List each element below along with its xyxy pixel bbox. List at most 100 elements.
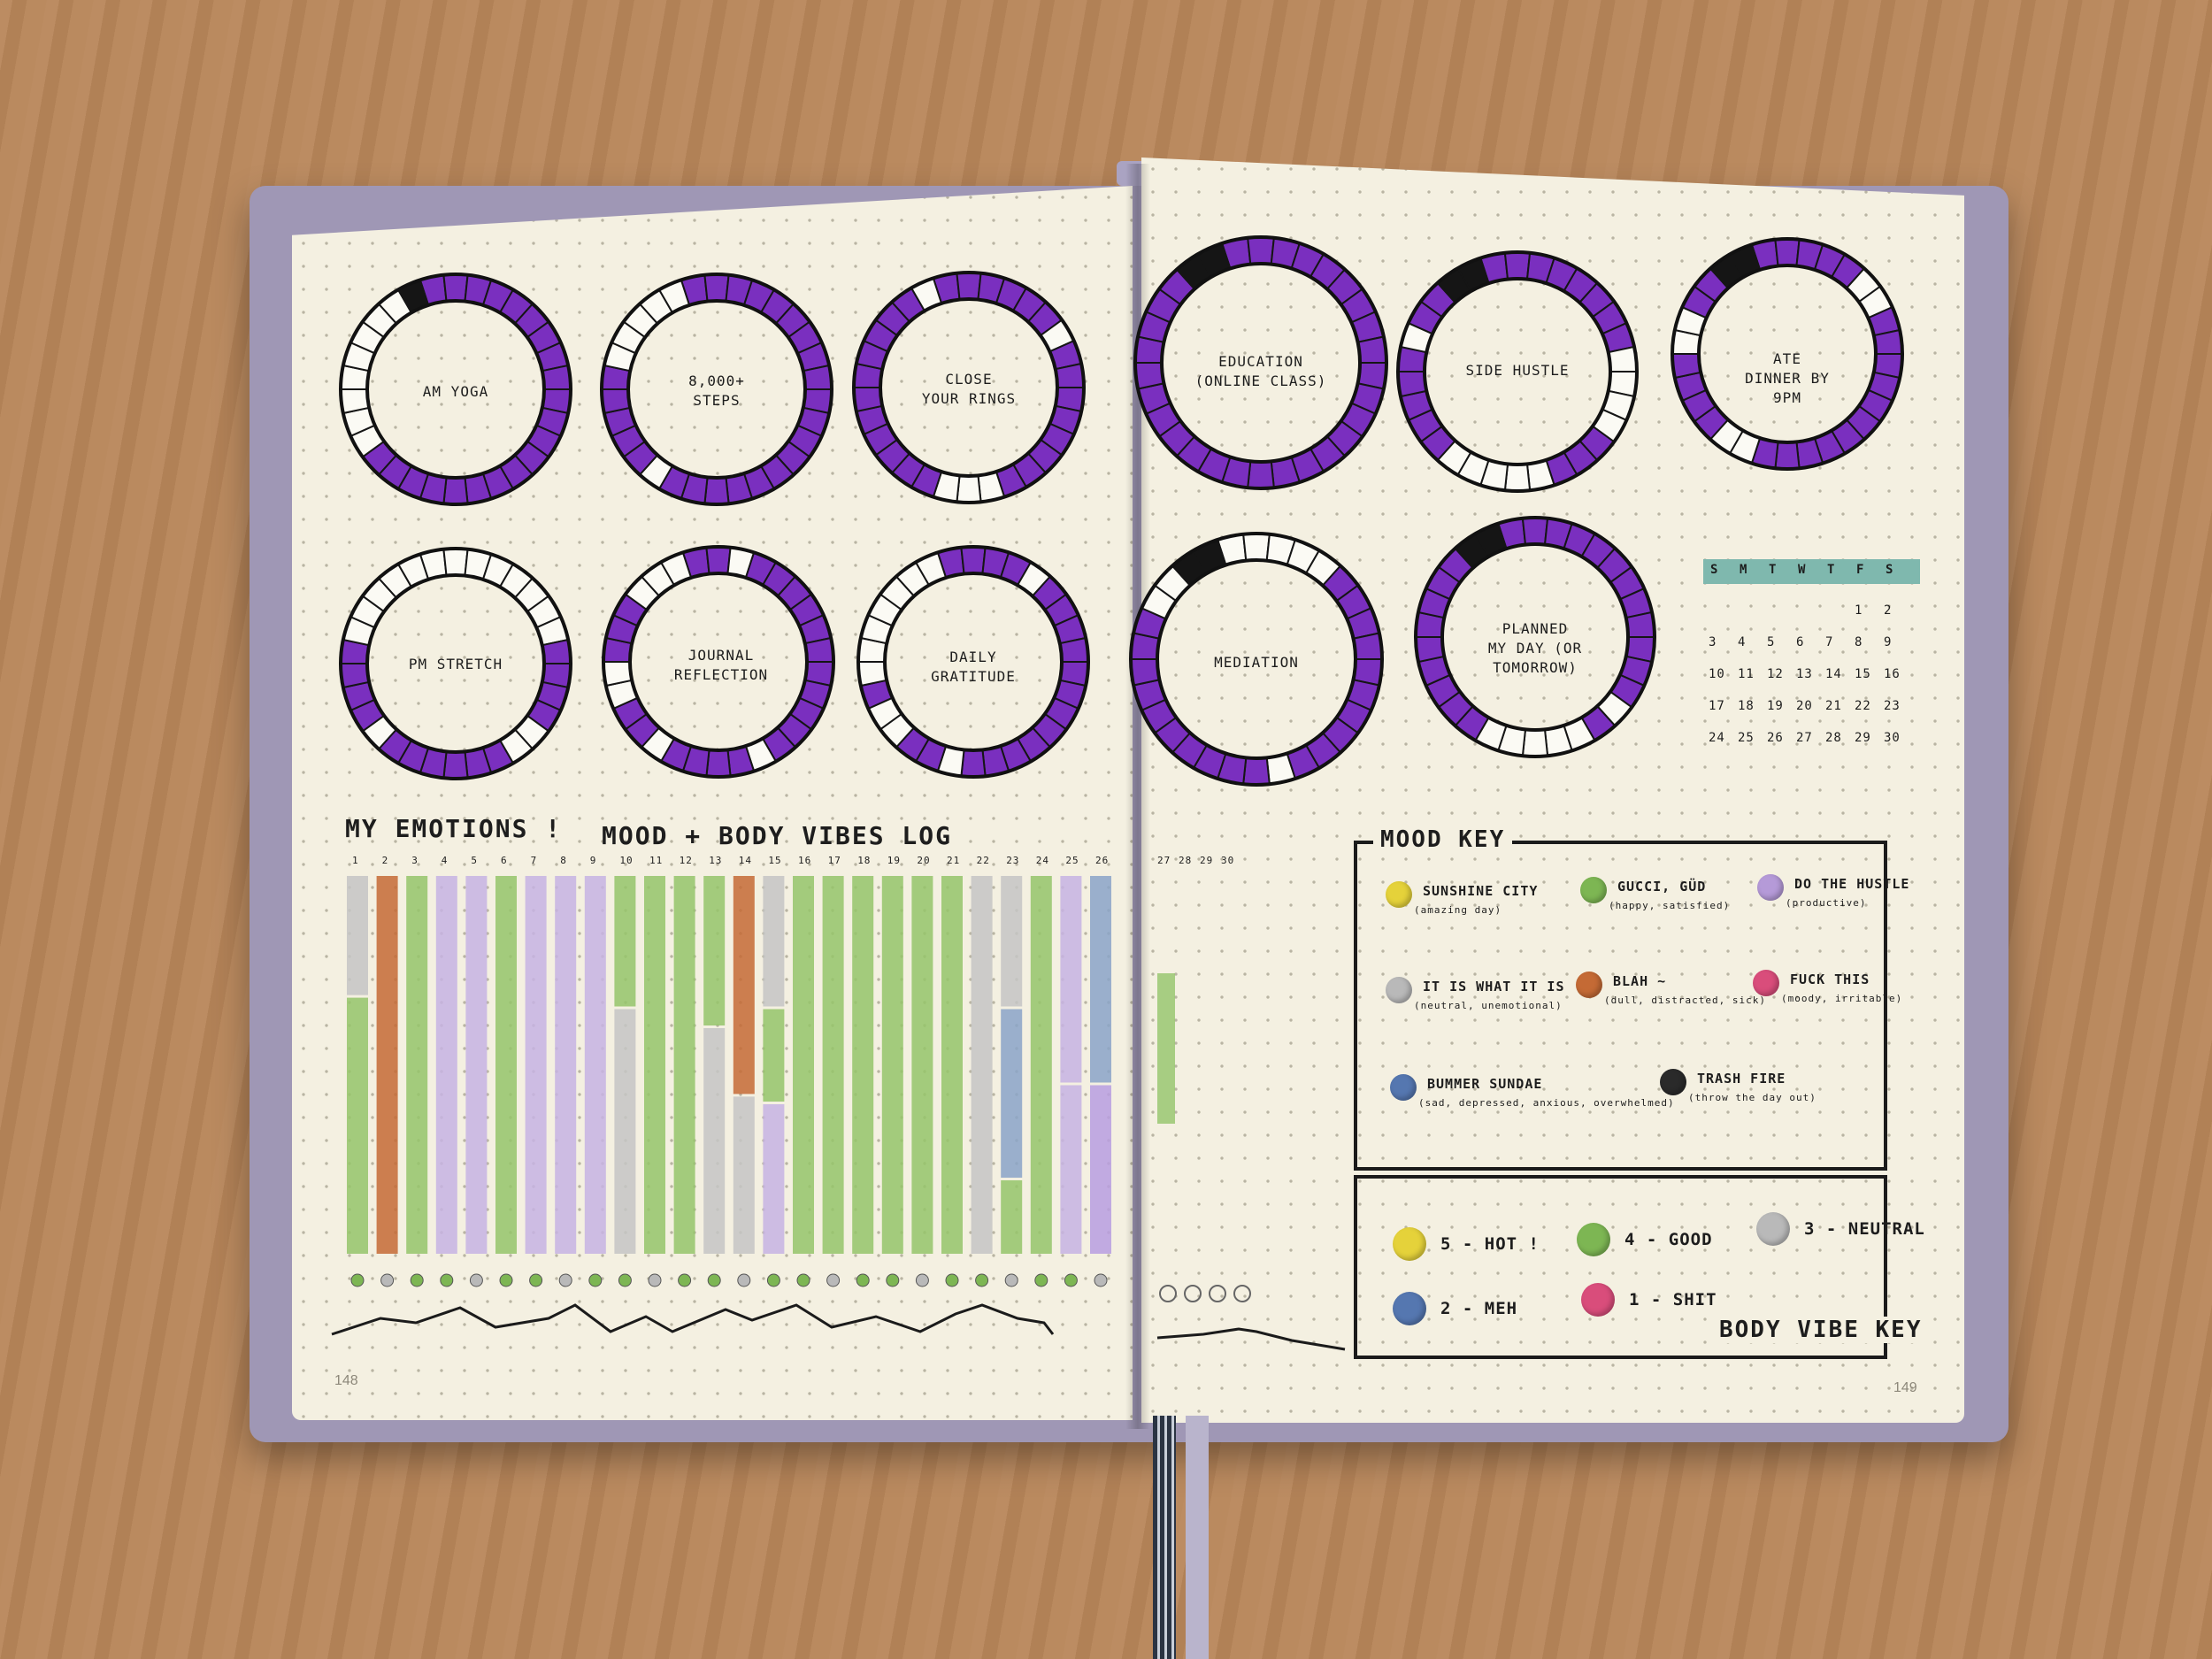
mood-description: (moody, irritable) [1781,993,1903,1004]
mood-bar-segment [614,876,636,1007]
log-day-number: 23 [1006,855,1020,866]
log-day-number: 16 [798,855,812,866]
ring-outline [600,273,833,506]
log-day-number: 1 [352,855,359,866]
body-vibe-label: 4 - GOOD [1624,1230,1713,1249]
mood-bar-segment [376,876,398,1254]
mood-color-dot [1753,970,1779,996]
body-vibe-dot [766,1273,780,1287]
body-vibe-dot [945,1273,959,1287]
body-vibe-dot [1094,1273,1108,1287]
calendar-day: 13 [1796,667,1813,681]
habit-ring [339,547,572,780]
ring-label-close-rings: CLOSE YOUR RINGS [921,371,1017,407]
ring-inner-outline [1160,262,1362,464]
mini-calendar: S M T W T F S 1 2 3 4 5 6 7 8 9 10 11 12 13 14 15 16 17 18 19 20 21… [1703,559,1920,754]
mood-bar-segment [644,876,665,1254]
calendar-weekday: T [1827,563,1836,577]
ring-outline [1129,532,1384,787]
body-vibe-dot [410,1273,424,1287]
calendar-day: 5 [1767,635,1776,649]
mood-label: SUNSHINE CITY [1423,883,1539,899]
mood-bar-segment [525,876,547,1254]
calendar-day: 22 [1855,699,1871,713]
ring-inner-outline [883,572,1064,752]
habit-ring [852,271,1086,504]
log-day-number: 2 [381,855,389,866]
body-vibe-color-dot [1581,1283,1615,1317]
mood-bar-segment [703,876,726,1025]
mood-color-dot [1386,977,1412,1003]
log-day-number: 6 [501,855,508,866]
mood-bar-segment [555,876,577,1254]
ring-outline [339,273,572,506]
mood-bar-segment [673,876,695,1254]
log-day-number: 30 [1221,855,1235,866]
mood-bar-segment [763,876,785,1007]
mood-label: BLAH ~ [1613,973,1667,989]
ring-label-gratitude: DAILY GRATITUDE [931,649,1016,685]
log-day-number: 10 [619,855,634,866]
ring-inner-outline [1423,277,1612,466]
mood-bar-segment [733,876,755,1094]
mood-bar-segment [793,876,814,1254]
ring-inner-outline [1156,558,1357,760]
mood-description: (happy, satisfied) [1609,900,1731,911]
calendar-day: 24 [1709,731,1725,745]
calendar-day: 9 [1884,635,1893,649]
mood-color-dot [1757,874,1784,901]
mood-label: DO THE HUSTLE [1794,876,1910,892]
mood-key-title: MOOD KEY [1373,826,1513,853]
calendar-day: 4 [1738,635,1747,649]
log-day-number: 25 [1065,855,1079,866]
ring-label-education: EDUCATION (ONLINE CLASS) [1194,353,1327,389]
body-vibe-dot [975,1273,989,1287]
calendar-weekday: S [1886,563,1894,577]
ring-outline [1414,516,1656,758]
habit-ring [1396,250,1639,493]
mood-bar-segment [1090,1085,1111,1254]
log-day-number: 17 [827,855,841,866]
log-title-mood-body: MOOD + BODY VIBES LOG [602,821,953,850]
mood-bar-segment [1030,876,1052,1254]
mountain-doodle-right [1156,1327,1346,1351]
mood-label: BUMMER SUNDAE [1427,1076,1543,1092]
mood-bar-segment [822,876,844,1254]
ring-outline [852,271,1086,504]
ring-inner-outline [879,297,1059,478]
calendar-day: 30 [1884,731,1901,745]
ring-inner-outline [1440,542,1630,732]
habit-ring [602,545,835,779]
body-vibe-color-dot [1756,1212,1790,1246]
body-vibe-dot [1004,1273,1018,1287]
ring-inner-outline [628,572,809,752]
mood-bar-segment [1060,876,1082,1083]
mood-bar-segment [347,876,368,995]
calendar-weekday: T [1769,563,1778,577]
page-number-right: 149 [1893,1380,1917,1395]
mood-label: FUCK THIS [1790,972,1870,987]
log-day-number: 4 [441,855,449,866]
mood-label: IT IS WHAT IT IS [1423,979,1565,995]
ring-inner-outline [1697,264,1878,444]
log-day-number: 11 [649,855,664,866]
mood-bar-segment [763,1009,785,1102]
left-page [292,186,1133,1420]
body-vibe-dot [826,1273,841,1287]
log-day-number: 29 [1200,855,1214,866]
mood-description: (productive) [1786,897,1867,909]
mood-bar-segment [1060,1085,1082,1254]
body-vibe-label: 5 - HOT ! [1440,1234,1540,1254]
mood-bar-segment [406,876,428,1254]
body-vibe-dot [499,1273,513,1287]
body-vibe-dot [440,1273,454,1287]
log-day-number: 19 [887,855,902,866]
body-vibe-dot [648,1273,662,1287]
calendar-day: 2 [1884,603,1893,618]
ring-outline [602,545,835,779]
mood-bar-segment [971,876,993,1254]
calendar-day: 29 [1855,731,1871,745]
mood-label: TRASH FIRE [1697,1071,1786,1087]
body-vibe-color-dot [1577,1223,1610,1256]
